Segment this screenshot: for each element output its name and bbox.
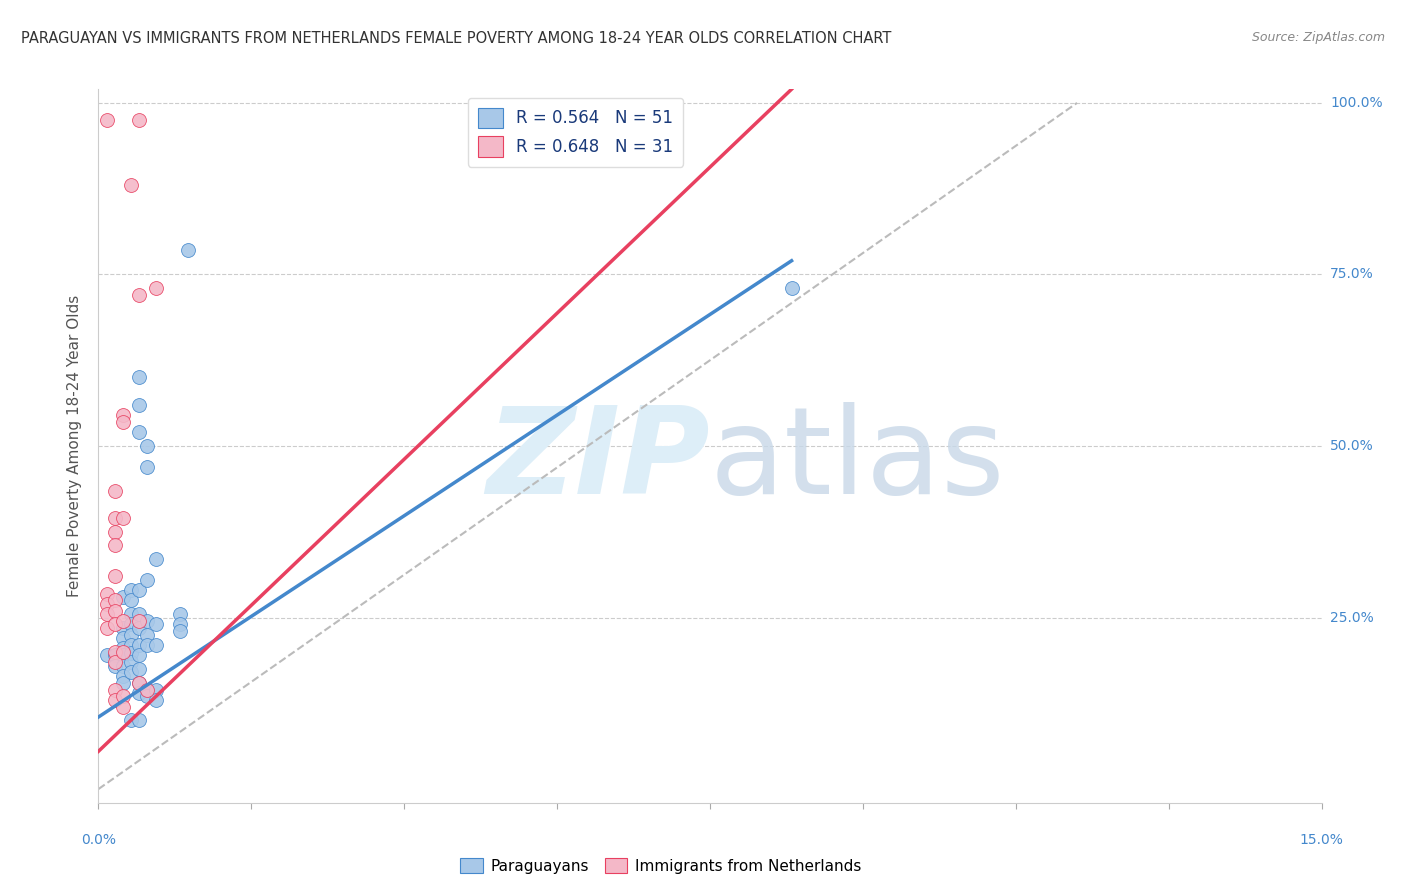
Text: 25.0%: 25.0%	[1330, 610, 1374, 624]
Point	[128, 648, 150, 663]
Point	[145, 638, 167, 652]
Point	[136, 614, 159, 628]
Point	[120, 583, 142, 598]
Point	[96, 586, 118, 600]
Point	[111, 690, 134, 704]
Point	[120, 655, 142, 669]
Point	[111, 614, 134, 628]
Point	[111, 415, 134, 429]
Point	[128, 714, 150, 728]
Point	[96, 113, 118, 128]
Point	[128, 607, 150, 621]
Point	[128, 113, 150, 128]
Point	[136, 690, 159, 704]
Point	[120, 617, 142, 632]
Point	[120, 646, 142, 660]
Point	[104, 693, 127, 707]
Point	[128, 621, 150, 635]
Point	[136, 682, 159, 697]
Text: 0.0%: 0.0%	[82, 833, 115, 847]
Point	[128, 675, 150, 690]
Point	[145, 617, 167, 632]
Point	[104, 655, 127, 669]
Point	[128, 398, 150, 412]
Point	[128, 686, 150, 700]
Point	[145, 281, 167, 295]
Text: Source: ZipAtlas.com: Source: ZipAtlas.com	[1251, 31, 1385, 45]
Point	[111, 669, 134, 683]
Point	[120, 607, 142, 621]
Point	[169, 624, 191, 639]
Point	[136, 439, 159, 453]
Point	[120, 714, 142, 728]
Point	[128, 638, 150, 652]
Point	[145, 682, 167, 697]
Point	[104, 682, 127, 697]
Text: 75.0%: 75.0%	[1330, 268, 1374, 282]
Point	[177, 244, 200, 258]
Point	[111, 590, 134, 604]
Point	[96, 621, 118, 635]
Point	[104, 648, 127, 663]
Point	[104, 511, 127, 525]
Point	[104, 569, 127, 583]
Point	[120, 638, 142, 652]
Point	[104, 593, 127, 607]
Point	[128, 288, 150, 302]
Legend: Paraguayans, Immigrants from Netherlands: Paraguayans, Immigrants from Netherlands	[454, 852, 868, 880]
Text: 50.0%: 50.0%	[1330, 439, 1374, 453]
Point	[96, 607, 118, 621]
Point	[120, 628, 142, 642]
Point	[111, 621, 134, 635]
Point	[111, 641, 134, 656]
Text: atlas: atlas	[710, 401, 1005, 519]
Point	[111, 511, 134, 525]
Point	[96, 597, 118, 611]
Point	[111, 699, 134, 714]
Point	[120, 593, 142, 607]
Point	[128, 370, 150, 384]
Point	[780, 281, 803, 295]
Point	[128, 425, 150, 440]
Point	[136, 459, 159, 474]
Point	[136, 628, 159, 642]
Point	[136, 682, 159, 697]
Point	[96, 648, 118, 663]
Point	[145, 552, 167, 566]
Text: 100.0%: 100.0%	[1330, 96, 1382, 110]
Point	[111, 408, 134, 422]
Point	[169, 607, 191, 621]
Point	[169, 617, 191, 632]
Point	[120, 178, 142, 193]
Point	[104, 539, 127, 553]
Point	[111, 631, 134, 645]
Point	[104, 658, 127, 673]
Legend: R = 0.564   N = 51, R = 0.648   N = 31: R = 0.564 N = 51, R = 0.648 N = 31	[468, 97, 683, 167]
Point	[104, 483, 127, 498]
Point	[111, 648, 134, 663]
Point	[128, 583, 150, 598]
Point	[145, 693, 167, 707]
Point	[136, 573, 159, 587]
Point	[104, 617, 127, 632]
Point	[104, 524, 127, 539]
Y-axis label: Female Poverty Among 18-24 Year Olds: Female Poverty Among 18-24 Year Olds	[67, 295, 83, 597]
Point	[104, 645, 127, 659]
Point	[111, 658, 134, 673]
Point	[111, 645, 134, 659]
Point	[136, 638, 159, 652]
Point	[104, 604, 127, 618]
Text: PARAGUAYAN VS IMMIGRANTS FROM NETHERLANDS FEMALE POVERTY AMONG 18-24 YEAR OLDS C: PARAGUAYAN VS IMMIGRANTS FROM NETHERLAND…	[21, 31, 891, 46]
Point	[128, 675, 150, 690]
Point	[120, 665, 142, 680]
Point	[128, 662, 150, 676]
Point	[111, 675, 134, 690]
Point	[128, 614, 150, 628]
Text: ZIP: ZIP	[486, 401, 710, 519]
Text: 15.0%: 15.0%	[1299, 833, 1344, 847]
